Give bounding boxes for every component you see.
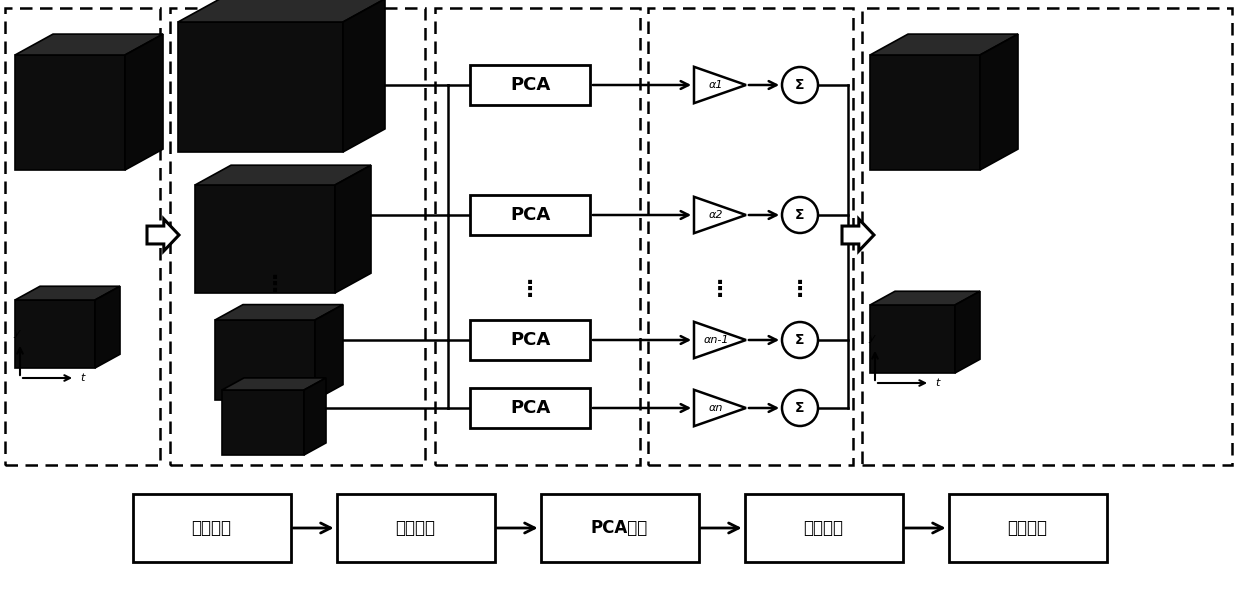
Text: 视频输出: 视频输出: [1007, 519, 1047, 537]
Polygon shape: [694, 67, 746, 103]
Polygon shape: [955, 291, 980, 373]
Text: t: t: [935, 378, 939, 388]
Text: Σ: Σ: [795, 401, 805, 415]
Polygon shape: [870, 34, 1018, 55]
Polygon shape: [15, 300, 95, 368]
Polygon shape: [216, 320, 315, 400]
Polygon shape: [335, 165, 370, 293]
Text: ⋮: ⋮: [519, 280, 541, 300]
Circle shape: [782, 390, 818, 426]
Polygon shape: [304, 378, 326, 455]
Polygon shape: [15, 286, 120, 300]
Bar: [470, 320, 590, 360]
Text: αn: αn: [709, 403, 724, 413]
Bar: [862, 8, 1232, 465]
Text: PCA处理: PCA处理: [591, 519, 648, 537]
Text: Σ: Σ: [795, 78, 805, 92]
Text: PCA: PCA: [510, 399, 550, 417]
Text: y: y: [14, 328, 20, 338]
Text: Σ: Σ: [795, 333, 805, 347]
Text: PCA: PCA: [510, 206, 550, 224]
Bar: [470, 65, 590, 105]
Polygon shape: [95, 286, 120, 368]
Bar: [540, 494, 699, 562]
Text: 视频输入: 视频输入: [192, 519, 232, 537]
Text: ⋮: ⋮: [789, 280, 812, 300]
Polygon shape: [980, 34, 1018, 170]
Bar: [470, 388, 590, 428]
Bar: [648, 8, 852, 465]
Bar: [745, 494, 902, 562]
Polygon shape: [216, 305, 343, 320]
Bar: [133, 494, 290, 562]
Circle shape: [782, 197, 818, 233]
Polygon shape: [315, 305, 343, 400]
Polygon shape: [15, 34, 164, 55]
Bar: [170, 8, 425, 465]
Polygon shape: [694, 197, 746, 233]
Text: 信号放大: 信号放大: [804, 519, 844, 537]
Polygon shape: [195, 165, 370, 185]
Text: α2: α2: [709, 210, 724, 220]
Polygon shape: [694, 322, 746, 358]
Polygon shape: [15, 55, 125, 170]
Text: y: y: [869, 333, 875, 343]
Polygon shape: [125, 34, 164, 170]
Text: PCA: PCA: [510, 331, 550, 349]
Polygon shape: [870, 291, 980, 305]
Polygon shape: [178, 22, 343, 152]
Bar: [949, 494, 1106, 562]
Polygon shape: [147, 219, 178, 251]
Text: αn-1: αn-1: [704, 335, 729, 345]
Text: PCA: PCA: [510, 76, 550, 94]
Text: α1: α1: [709, 80, 724, 90]
Circle shape: [782, 322, 818, 358]
Polygon shape: [222, 390, 304, 455]
Bar: [337, 494, 494, 562]
Polygon shape: [870, 305, 955, 373]
Circle shape: [782, 67, 818, 103]
Text: ⋮: ⋮: [264, 275, 286, 295]
Text: Σ: Σ: [795, 208, 805, 222]
Polygon shape: [178, 0, 385, 22]
Polygon shape: [222, 378, 326, 390]
Polygon shape: [195, 185, 335, 293]
Polygon shape: [694, 390, 746, 426]
Bar: [5, 8, 160, 465]
Polygon shape: [870, 55, 980, 170]
Bar: [470, 195, 590, 235]
Text: ⋮: ⋮: [709, 280, 731, 300]
Text: t: t: [81, 373, 84, 383]
Polygon shape: [843, 219, 873, 251]
Bar: [435, 8, 641, 465]
Text: 空间分解: 空间分解: [395, 519, 435, 537]
Polygon shape: [343, 0, 385, 152]
